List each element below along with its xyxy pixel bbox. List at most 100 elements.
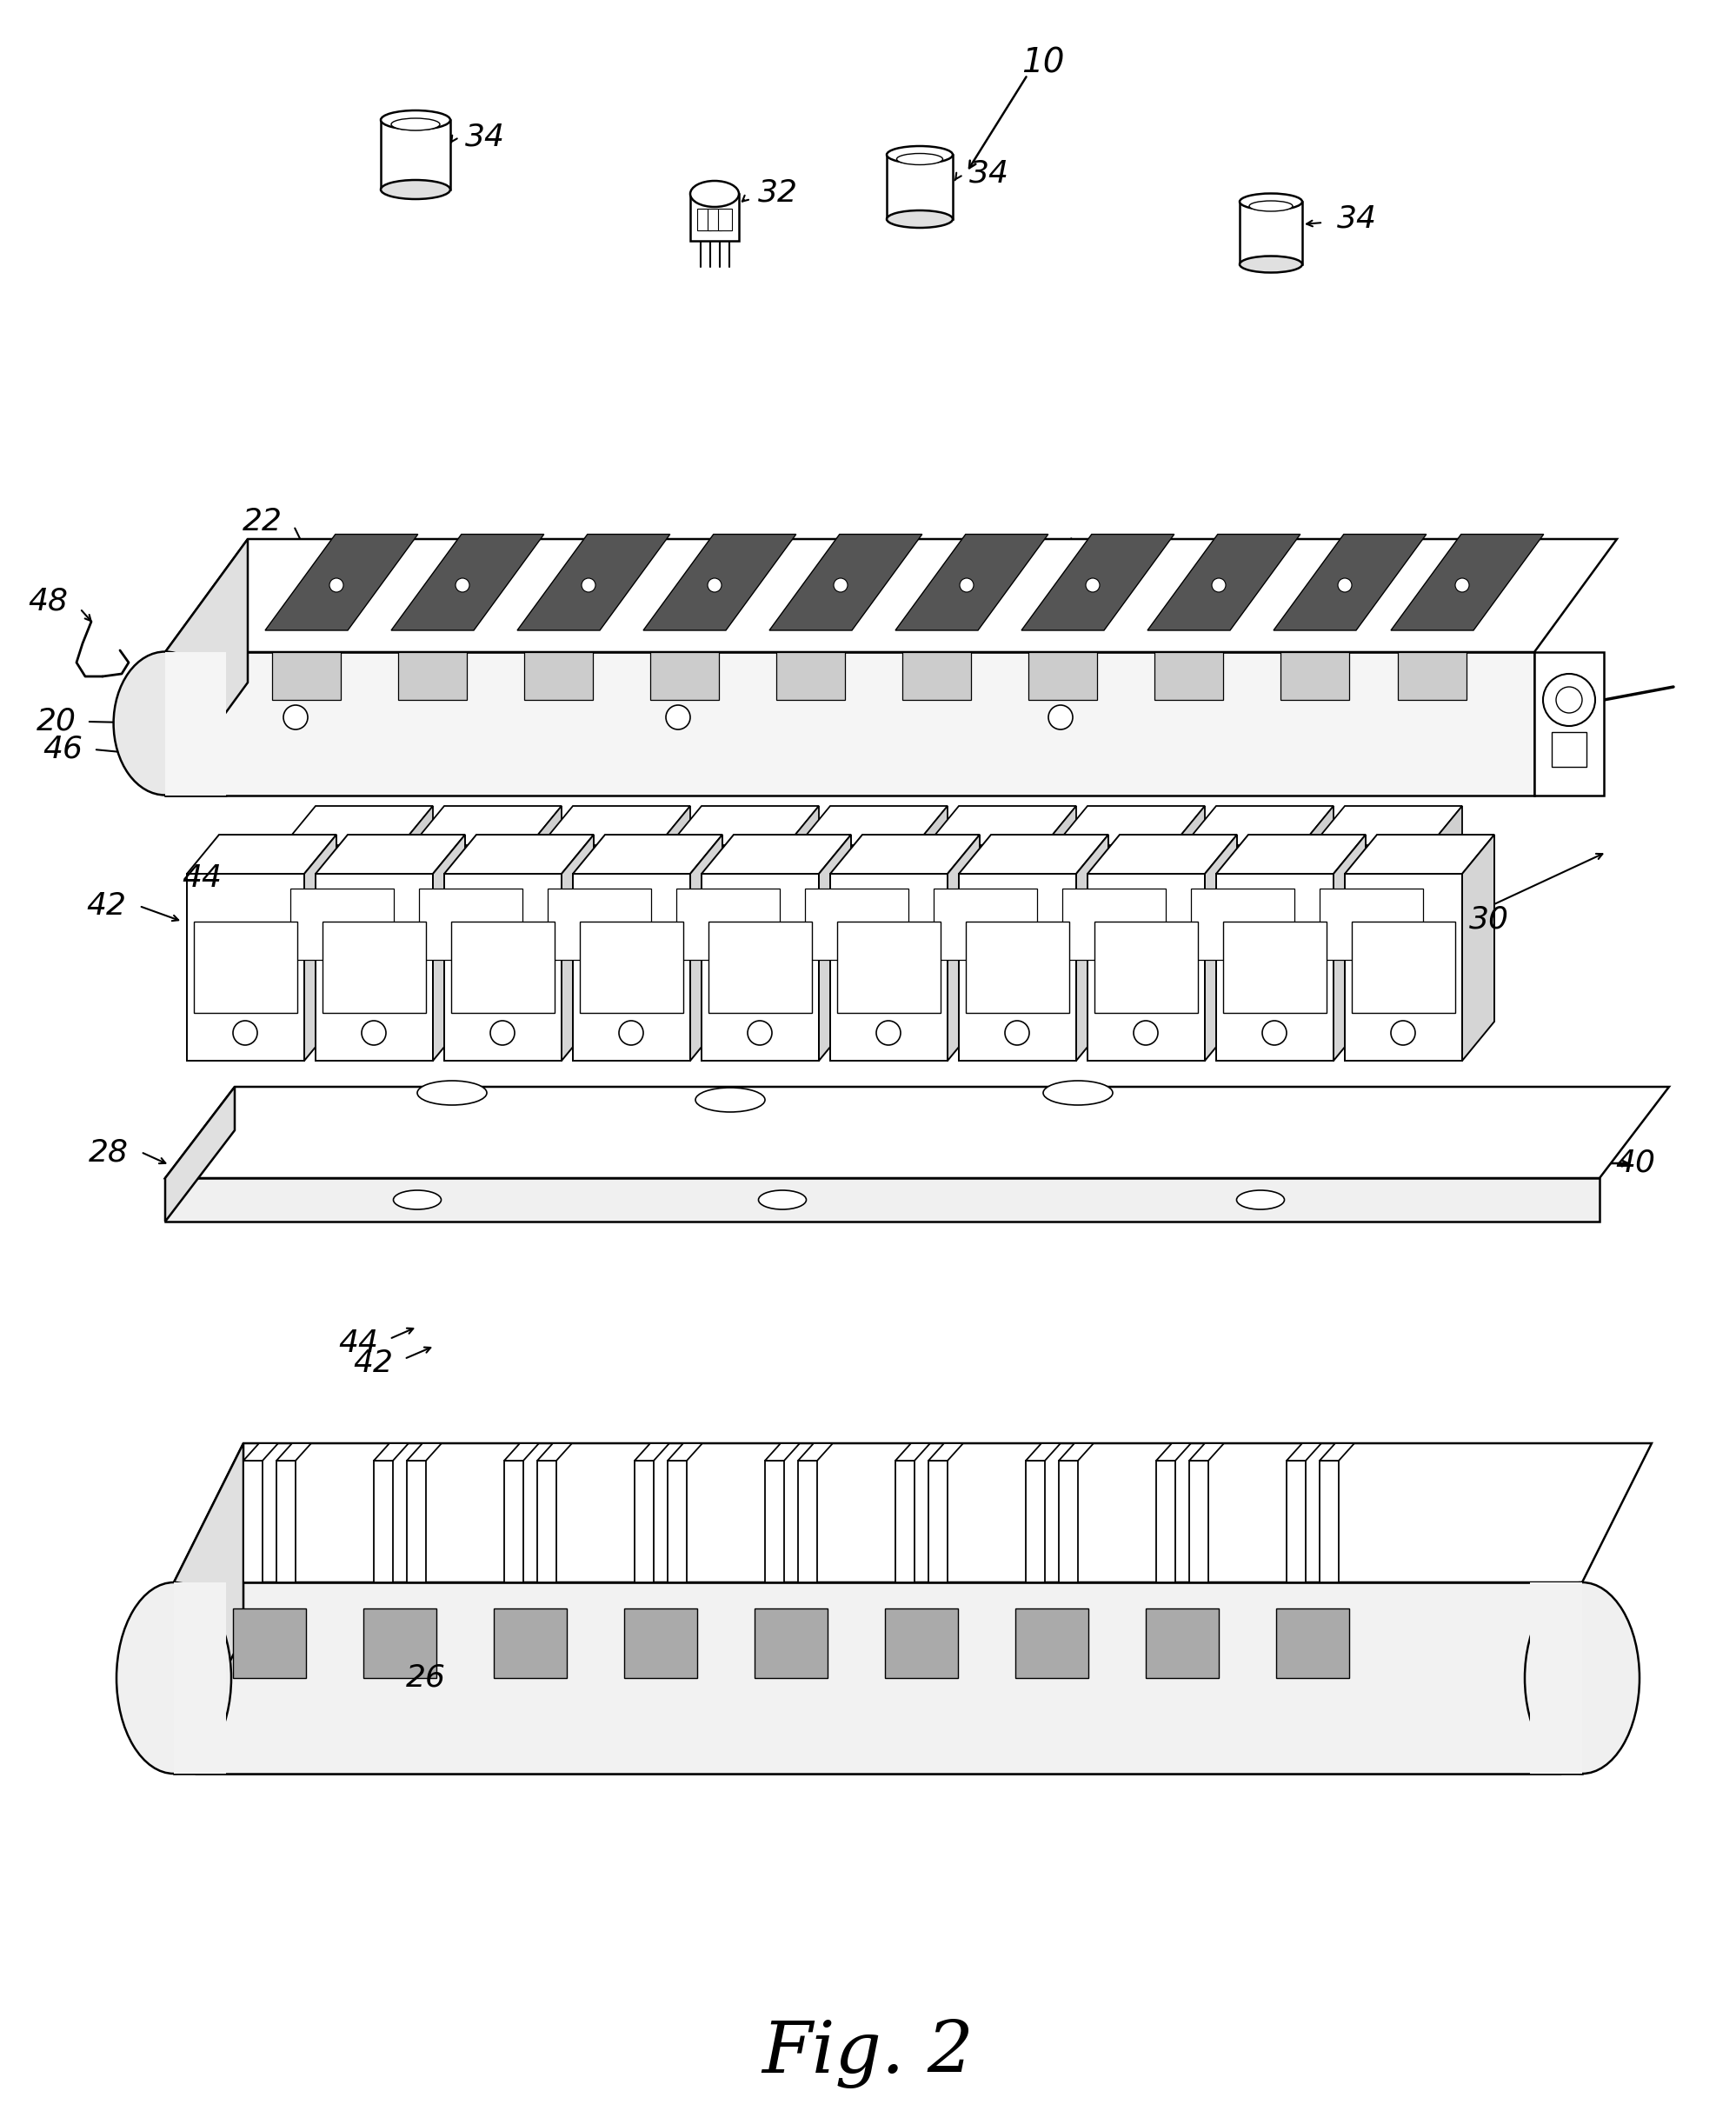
- Polygon shape: [187, 834, 337, 874]
- Polygon shape: [1462, 834, 1495, 1060]
- Polygon shape: [1345, 834, 1495, 874]
- Text: 44: 44: [182, 863, 222, 893]
- Polygon shape: [1276, 1609, 1349, 1678]
- Polygon shape: [929, 1461, 948, 1583]
- Polygon shape: [1205, 834, 1238, 1060]
- Polygon shape: [1189, 1444, 1224, 1461]
- Ellipse shape: [417, 1081, 486, 1104]
- Polygon shape: [418, 889, 523, 961]
- Text: 46: 46: [1373, 722, 1413, 752]
- Polygon shape: [1059, 1461, 1078, 1583]
- Polygon shape: [708, 209, 722, 230]
- Polygon shape: [1217, 834, 1366, 874]
- Circle shape: [1262, 1022, 1286, 1045]
- Polygon shape: [1094, 923, 1198, 1013]
- Circle shape: [1391, 1022, 1415, 1045]
- Polygon shape: [536, 1461, 556, 1583]
- Text: 26: 26: [406, 1663, 446, 1693]
- Polygon shape: [316, 874, 432, 1060]
- Polygon shape: [165, 1087, 1668, 1178]
- Ellipse shape: [380, 110, 450, 129]
- Polygon shape: [1146, 1609, 1219, 1678]
- Polygon shape: [174, 1444, 243, 1773]
- Polygon shape: [896, 1444, 930, 1461]
- Polygon shape: [698, 209, 712, 230]
- Polygon shape: [503, 1444, 538, 1461]
- Polygon shape: [187, 874, 304, 1060]
- Text: 40: 40: [1614, 1148, 1654, 1178]
- Polygon shape: [1076, 834, 1108, 1060]
- Polygon shape: [398, 652, 467, 701]
- Polygon shape: [1154, 652, 1224, 701]
- Polygon shape: [316, 834, 465, 874]
- Polygon shape: [283, 806, 432, 844]
- Polygon shape: [1430, 806, 1462, 1001]
- Polygon shape: [948, 834, 979, 1060]
- Polygon shape: [1021, 534, 1174, 631]
- Polygon shape: [165, 652, 226, 796]
- Text: 30: 30: [1469, 906, 1509, 935]
- Ellipse shape: [696, 1087, 766, 1112]
- Polygon shape: [411, 806, 561, 844]
- Ellipse shape: [887, 146, 953, 163]
- Polygon shape: [755, 1609, 828, 1678]
- Polygon shape: [283, 844, 401, 1001]
- Text: 34: 34: [969, 158, 1009, 188]
- Polygon shape: [1333, 834, 1366, 1060]
- Circle shape: [1102, 967, 1123, 988]
- Ellipse shape: [691, 182, 740, 207]
- Polygon shape: [363, 1609, 436, 1678]
- Polygon shape: [766, 1444, 800, 1461]
- Polygon shape: [1016, 1609, 1088, 1678]
- Circle shape: [1543, 673, 1595, 726]
- Polygon shape: [444, 874, 561, 1060]
- Polygon shape: [701, 874, 819, 1060]
- Polygon shape: [927, 844, 1043, 1001]
- Text: 22: 22: [243, 507, 283, 536]
- Ellipse shape: [1049, 705, 1073, 730]
- Circle shape: [1233, 967, 1253, 988]
- Circle shape: [233, 1022, 257, 1045]
- Ellipse shape: [1236, 1191, 1285, 1210]
- Polygon shape: [1184, 844, 1302, 1001]
- Polygon shape: [903, 652, 970, 701]
- Polygon shape: [1059, 1444, 1094, 1461]
- Polygon shape: [373, 1461, 392, 1583]
- Circle shape: [490, 1022, 514, 1045]
- Polygon shape: [406, 1444, 441, 1461]
- Circle shape: [877, 1022, 901, 1045]
- Polygon shape: [625, 1609, 698, 1678]
- Polygon shape: [1352, 923, 1455, 1013]
- Polygon shape: [896, 534, 1049, 631]
- Polygon shape: [885, 1609, 958, 1678]
- Polygon shape: [411, 844, 529, 1001]
- Circle shape: [361, 1022, 385, 1045]
- Polygon shape: [1397, 652, 1467, 701]
- Polygon shape: [536, 1444, 571, 1461]
- Polygon shape: [896, 1461, 915, 1583]
- Polygon shape: [799, 844, 915, 1001]
- Polygon shape: [165, 538, 248, 796]
- Polygon shape: [174, 1583, 226, 1773]
- Polygon shape: [670, 844, 786, 1001]
- Polygon shape: [1043, 806, 1076, 1001]
- Polygon shape: [233, 1609, 306, 1678]
- Text: 44: 44: [339, 1328, 378, 1357]
- Polygon shape: [668, 1461, 687, 1583]
- Polygon shape: [799, 806, 948, 844]
- Polygon shape: [799, 1461, 818, 1583]
- Polygon shape: [1062, 889, 1167, 961]
- Polygon shape: [1319, 1461, 1338, 1583]
- Circle shape: [589, 967, 609, 988]
- Polygon shape: [1156, 1444, 1191, 1461]
- Polygon shape: [1535, 652, 1604, 796]
- Polygon shape: [561, 834, 594, 1060]
- Polygon shape: [1189, 1461, 1208, 1583]
- Polygon shape: [174, 1444, 1651, 1583]
- Circle shape: [1085, 578, 1099, 591]
- Circle shape: [1555, 686, 1581, 714]
- Polygon shape: [276, 1444, 311, 1461]
- Polygon shape: [276, 1461, 295, 1583]
- Circle shape: [620, 1022, 644, 1045]
- Polygon shape: [658, 806, 691, 1001]
